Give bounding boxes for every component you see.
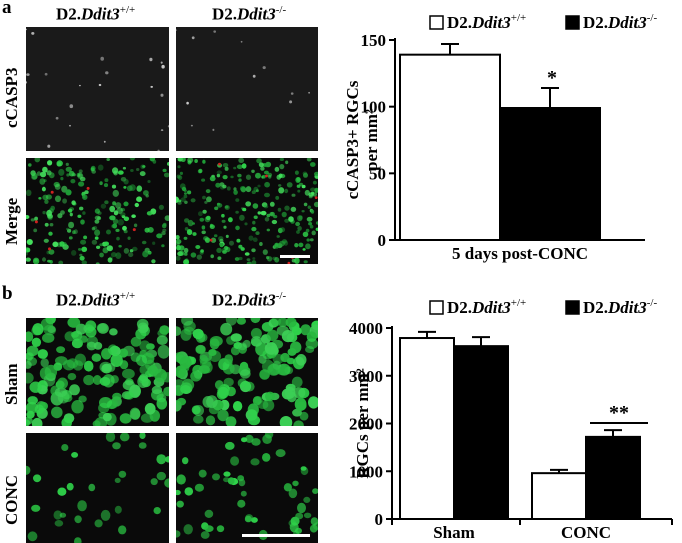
y-tick-label: 3000 [349, 367, 383, 386]
chart-a-ccasp3: 0 50 100 150 cCASP3+ RGCsper mm² 5 days post-… [343, 12, 657, 263]
x-tick-label: Sham [433, 523, 475, 542]
scale-bar [280, 255, 310, 258]
micrograph-a-merge-ko [176, 158, 318, 264]
y-tick-label: 0 [378, 231, 387, 250]
significance-mark: * [547, 67, 557, 89]
legend-ko-label: D2.Ddit3-/- [583, 297, 657, 317]
micrograph-a-ccasp3-wt [26, 27, 169, 151]
bar-0-0 [399, 53, 501, 241]
y-axis-label: RGCs per mm² [353, 368, 372, 479]
y-tick-label: 50 [369, 164, 386, 183]
legend-ko-label: D2.Ddit3-/- [583, 12, 657, 32]
micrograph-a-ccasp3-ko [176, 27, 318, 151]
x-axis-label: 5 days post-CONC [452, 244, 588, 263]
y-tick-label: 4000 [349, 319, 383, 338]
panel-b-row-label-sham: Sham [2, 363, 21, 405]
micrograph-a-merge-wt [26, 158, 169, 264]
y-tick-label: 1000 [349, 462, 383, 481]
legend-wt-label: D2.Ddit3+/+ [447, 12, 526, 32]
y-tick-label: 2000 [349, 415, 383, 434]
panel-a-row-label-merge: Merge [2, 197, 21, 245]
y-axis-label: cCASP3+ RGCsper mm² [343, 80, 381, 199]
panel-b-letter: b [2, 283, 13, 304]
micrograph-b-sham-ko [176, 318, 318, 426]
legend-wt-swatch [429, 15, 444, 30]
x-tick-label: CONC [561, 523, 611, 542]
panel-a-col-header-ko: D2.Ddit3-/- [212, 4, 287, 24]
legend-wt-swatch [429, 300, 444, 315]
scale-bar [242, 534, 310, 537]
panel-b-col-header-wt: D2.Ddit3+/+ [56, 290, 136, 310]
bar-1-0 [499, 107, 601, 241]
bar-0-0 [399, 337, 455, 521]
panel-b-col-header-ko: D2.Ddit3-/- [212, 290, 287, 310]
panel-b-row-label-conc: CONC [2, 474, 21, 525]
panel-a-row-label-ccasp3: cCASP3 [2, 67, 21, 128]
bar-0-1 [531, 472, 587, 521]
panel-a-col-header-wt: D2.Ddit3+/+ [56, 4, 136, 24]
legend-wt-label: D2.Ddit3+/+ [447, 297, 526, 317]
bar-1-1 [585, 435, 641, 520]
panel-a-letter: a [2, 0, 12, 18]
y-tick-label: 150 [361, 31, 387, 50]
y-tick-label: 100 [361, 98, 387, 117]
legend-ko-swatch [565, 300, 580, 315]
significance-mark: ** [609, 402, 629, 424]
bar-1-0 [453, 345, 509, 520]
micrograph-b-sham-wt [26, 318, 169, 426]
chart-b-rgc-density: 0 1000 2000 3000 4000 RGCs per mm² Sham CONC D2.… [349, 297, 673, 542]
y-tick-label: 0 [375, 510, 384, 529]
legend-ko-swatch [565, 15, 580, 30]
micrograph-b-conc-ko [176, 433, 318, 543]
micrograph-b-conc-wt [26, 433, 169, 543]
